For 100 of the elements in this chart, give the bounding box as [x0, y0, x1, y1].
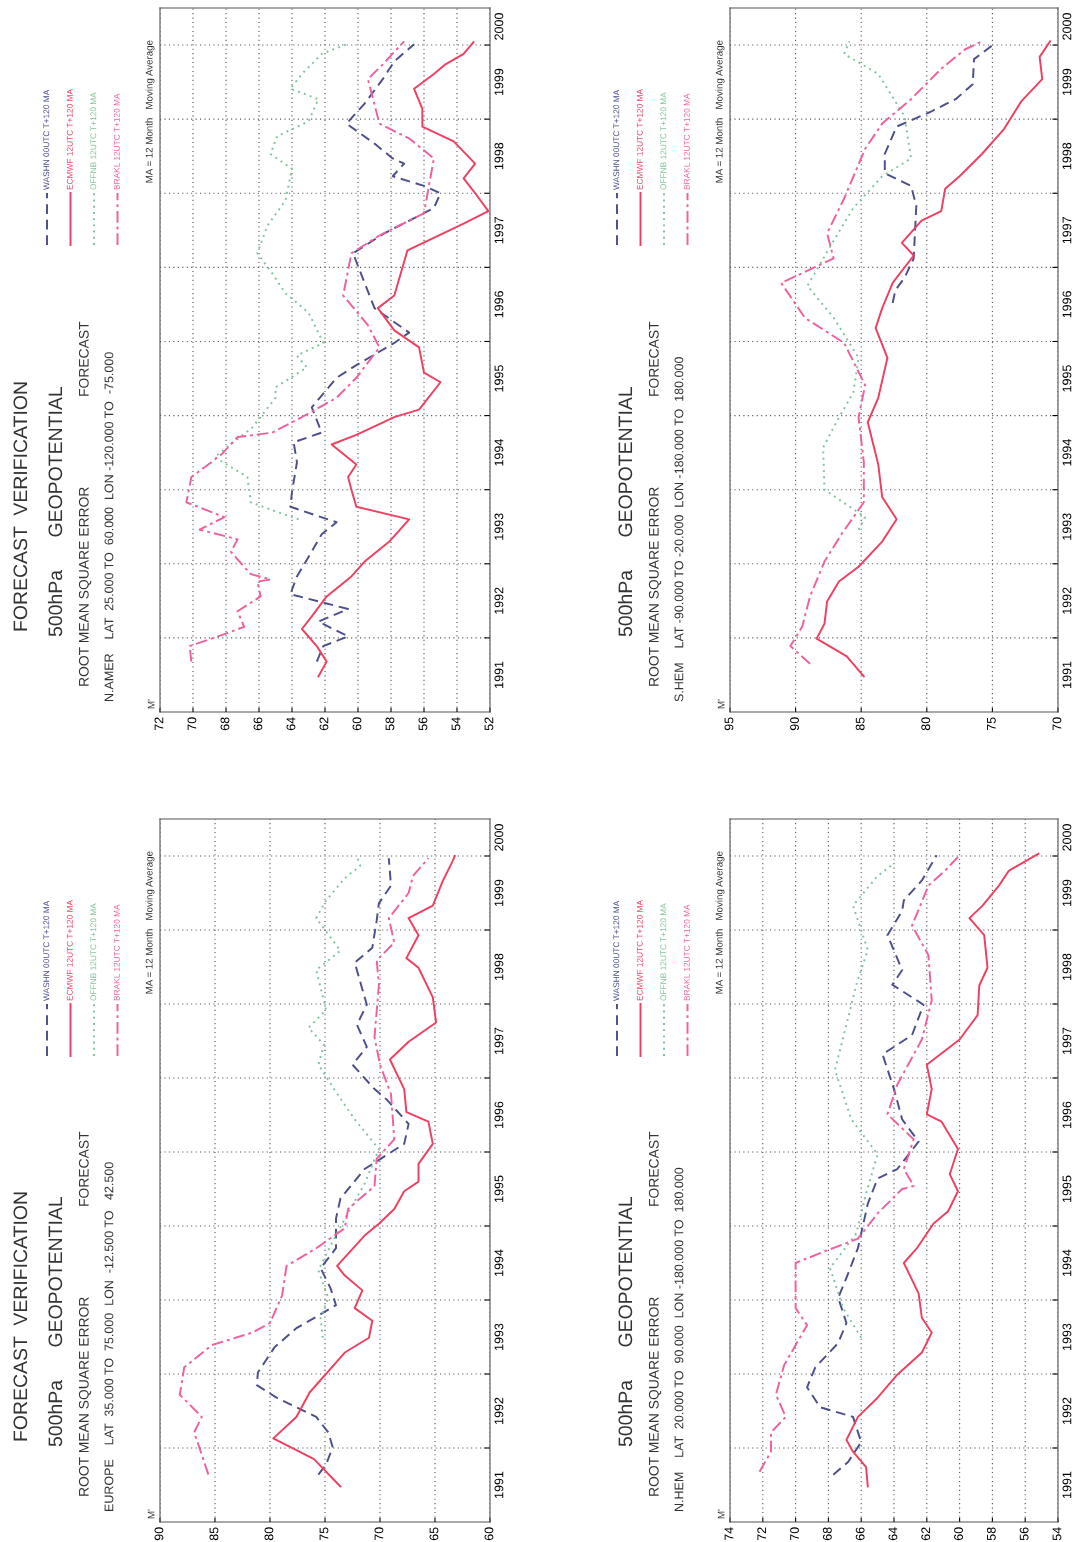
y-tick-label: 1997: [1062, 217, 1072, 244]
y-tick-label: 1991: [494, 661, 504, 688]
text: EUROPE LAT 35.000 TO 75.000 LON -12.500 TO 42.500: [104, 1162, 114, 1511]
text: S.HEM LAT -90.000 TO -20.000 LON -180.000 TO 180.000: [674, 357, 684, 702]
y-tick-label: 1996: [1062, 291, 1072, 318]
text: 500hPa GEOPOTENTIAL: [47, 1196, 63, 1447]
y-tick-label: 1992: [494, 1397, 504, 1424]
text: WASHN 00UTC T+120 MA: [43, 900, 50, 1001]
line-series: [289, 43, 442, 663]
text: ROOT MEAN SQUARE ERROR: [78, 1297, 92, 1496]
y-tick-label: 1992: [1062, 1397, 1072, 1424]
text: MA = 12 Month Moving Average: [715, 40, 725, 183]
x-tick-label: 70: [1052, 717, 1062, 731]
text: OFFNB 12UTC T+120 MA: [90, 903, 97, 1001]
y-tick-label: 1996: [1062, 1101, 1072, 1128]
x-tick-label: 54: [451, 717, 461, 731]
text: M': [717, 699, 725, 709]
y-tick-label: 1998: [1062, 953, 1072, 980]
x-tick-label: 66: [253, 717, 263, 731]
line-series: [178, 857, 430, 1476]
y-tick-label: 1996: [494, 1101, 504, 1128]
text: M': [717, 1509, 725, 1519]
text: ROOT MEAN SQUARE ERROR: [78, 487, 92, 686]
x-tick-label: 75: [987, 717, 996, 731]
x-tick-label: 64: [888, 1527, 898, 1541]
x-tick-label: 80: [264, 1527, 274, 1541]
x-tick-label: 85: [209, 1527, 219, 1541]
x-tick-label: 64: [286, 717, 296, 731]
y-tick-label: 1992: [1062, 587, 1072, 614]
y-tick-label: 1995: [494, 1175, 504, 1202]
y-tick-label: 1997: [494, 217, 504, 244]
line-series: [758, 854, 961, 1473]
text: M': [147, 1509, 155, 1519]
text: MA = 12 Month Moving Average: [145, 40, 155, 183]
x-tick-label: 95: [724, 717, 734, 731]
text: WASHN 00UTC T+120 MA: [43, 89, 50, 190]
text: OFFNB 12UTC T+120 MA: [90, 92, 97, 190]
text: N.AMER LAT 25.000 TO 60.000 LON -120.000 TO -75.000: [104, 352, 114, 701]
y-tick-label: 2000: [1062, 13, 1072, 40]
text: FORECAST VERIFICATION: [13, 382, 28, 631]
y-tick-label: 1999: [494, 879, 504, 906]
x-tick-label: 65: [429, 1527, 439, 1541]
y-tick-label: 1993: [1062, 1323, 1072, 1350]
text: MA = 12 Month Moving Average: [715, 851, 725, 994]
y-tick-label: 1996: [494, 291, 504, 318]
line-series: [780, 40, 983, 665]
x-tick-label: 60: [954, 1527, 963, 1541]
x-tick-label: 58: [986, 1527, 996, 1541]
x-tick-label: 62: [921, 1527, 931, 1541]
y-tick-label: 1999: [1062, 879, 1072, 906]
y-tick-label: 1997: [494, 1027, 504, 1054]
text: FORECAST: [78, 1131, 89, 1206]
x-tick-label: 70: [790, 1527, 799, 1541]
text: ROOT MEAN SQUARE ERROR: [648, 487, 662, 686]
y-tick-label: 1994: [494, 1249, 504, 1276]
text: BRAKL 12UTC T+120 MA: [683, 93, 690, 190]
text: ROOT MEAN SQUARE ERROR: [648, 1297, 662, 1496]
y-tick-label: 1993: [1062, 513, 1072, 540]
y-tick-label: 1997: [1062, 1027, 1072, 1054]
text: ECMWF 12UTC T+120 MA: [636, 899, 643, 1001]
text: ECMWF 12UTC T+120 MA: [636, 88, 643, 190]
x-tick-label: 75: [319, 1527, 329, 1541]
x-tick-label: 72: [757, 1527, 767, 1541]
x-tick-label: 54: [1052, 1527, 1062, 1541]
y-tick-label: 1994: [494, 439, 504, 466]
x-tick-label: 56: [418, 717, 428, 731]
x-tick-label: 80: [921, 717, 931, 731]
line-series: [829, 862, 895, 1339]
x-tick-label: 68: [220, 717, 230, 731]
text: OFFNB 12UTC T+120 MA: [660, 903, 667, 1001]
text: FORECAST: [78, 321, 89, 396]
y-tick-label: 2000: [494, 824, 504, 851]
x-tick-label: 52: [484, 717, 494, 731]
text: BRAKL 12UTC T+120 MA: [683, 904, 690, 1001]
x-tick-label: 60: [352, 717, 362, 731]
text: FORECAST: [648, 1131, 659, 1206]
text: 500hPa GEOPOTENTIAL: [47, 386, 63, 637]
text: FORECAST: [648, 321, 659, 396]
text: BRAKL 12UTC T+120 MA: [113, 904, 120, 1001]
y-tick-label: 1995: [1062, 365, 1072, 392]
y-tick-label: 1998: [1062, 142, 1072, 170]
x-tick-label: 58: [385, 717, 395, 731]
line-series: [272, 855, 456, 1488]
line-series: [300, 41, 490, 678]
line-series: [185, 40, 435, 663]
y-tick-label: 1999: [494, 68, 504, 96]
y-tick-label: 1998: [494, 142, 504, 170]
x-tick-label: 70: [374, 1527, 384, 1541]
x-tick-label: 90: [790, 717, 799, 731]
text: MA = 12 Month Moving Average: [145, 851, 155, 994]
x-tick-label: 66: [855, 1527, 865, 1541]
y-tick-label: 1994: [1062, 439, 1072, 466]
line-series: [883, 43, 995, 304]
text: M': [147, 699, 155, 709]
x-tick-label: 68: [822, 1527, 832, 1541]
y-tick-label: 1998: [494, 953, 504, 980]
text: 500hPa GEOPOTENTIAL: [617, 386, 633, 637]
text: ECMWF 12UTC T+120 MA: [66, 88, 73, 190]
x-tick-label: 60: [484, 1527, 494, 1541]
x-tick-label: 90: [154, 1527, 164, 1541]
